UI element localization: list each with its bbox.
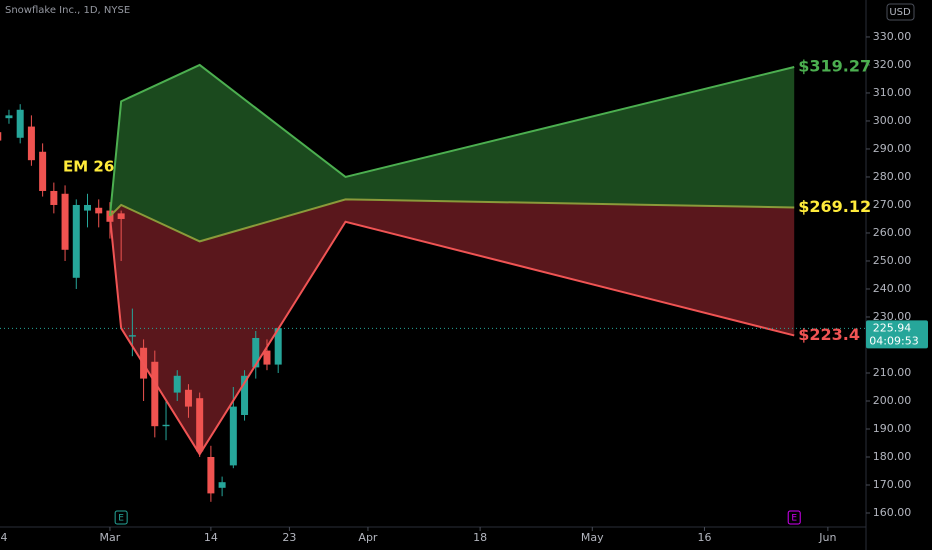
candle-body [218,482,226,488]
last-price-label: 225.94 [873,321,912,334]
y-tick-label: 160.00 [873,506,912,519]
candle-body [263,350,271,365]
candle-body [229,406,237,466]
x-tick-label: 18 [473,531,487,544]
candle-body [95,207,103,214]
y-tick-label: 200.00 [873,394,912,407]
y-tick-label: 240.00 [873,282,912,295]
countdown-label: 04:09:53 [869,334,918,347]
candle-body [274,328,282,365]
candle-body [184,389,192,407]
chart-title: Snowflake Inc., 1D, NYSE [5,5,130,16]
candle-body [0,132,2,141]
last-price-badge [866,320,928,349]
candle-body [207,456,215,494]
y-tick-label: 210.00 [873,366,912,379]
event-marker [787,510,801,525]
x-tick-label: May [581,531,604,544]
y-tick-label: 180.00 [873,450,912,463]
annotation: EM 26 [63,158,114,176]
candle-body [241,375,249,415]
candle-body [128,335,136,337]
candle-body [117,213,125,219]
event-label: E [791,514,797,524]
event-label: E [118,514,124,524]
y-tick-label: 260.00 [873,226,912,239]
candle-body [5,115,13,119]
y-tick-label: 290.00 [873,142,912,155]
candle-body [16,109,24,138]
x-tick-label: 23 [282,531,296,544]
cone-line [108,216,795,457]
y-tick-label: 330.00 [873,30,912,43]
cone-line [108,63,795,217]
x-tick-label: 4 [1,531,8,544]
candle-body [173,375,181,393]
candle-body [83,204,91,211]
cone-fill [109,199,795,455]
candle-body [162,424,170,427]
y-tick-label: 170.00 [873,478,912,491]
y-tick-label: 250.00 [873,254,912,267]
x-tick-label: 14 [204,531,218,544]
candle-body [72,204,80,278]
x-tick-label: 16 [697,531,711,544]
y-tick-label: 310.00 [873,86,912,99]
candle-body [151,361,159,427]
candle-body [27,126,35,161]
y-tick-label: 270.00 [873,198,912,211]
currency-badge [886,3,915,21]
y-tick-label: 190.00 [873,422,912,435]
x-tick-label: Mar [100,531,121,544]
currency-label: USD [889,7,911,18]
y-tick-label: 300.00 [873,114,912,127]
event-marker [114,510,128,525]
candle-body [39,151,47,191]
y-tick-label: 320.00 [873,58,912,71]
cone-value-label: $223.4 [798,325,860,344]
cone-value-label: $319.27 [798,57,871,76]
cone-value-label: $269.12 [798,197,871,216]
y-tick-label: 280.00 [873,170,912,183]
x-tick-label: Apr [358,531,378,544]
candle-body [61,193,69,250]
y-tick-label: 230.00 [873,310,912,323]
candle-body [50,190,58,205]
candle-body [196,398,204,452]
cone-line [109,198,795,243]
candle-body [252,337,260,368]
x-tick-label: Jun [818,531,836,544]
